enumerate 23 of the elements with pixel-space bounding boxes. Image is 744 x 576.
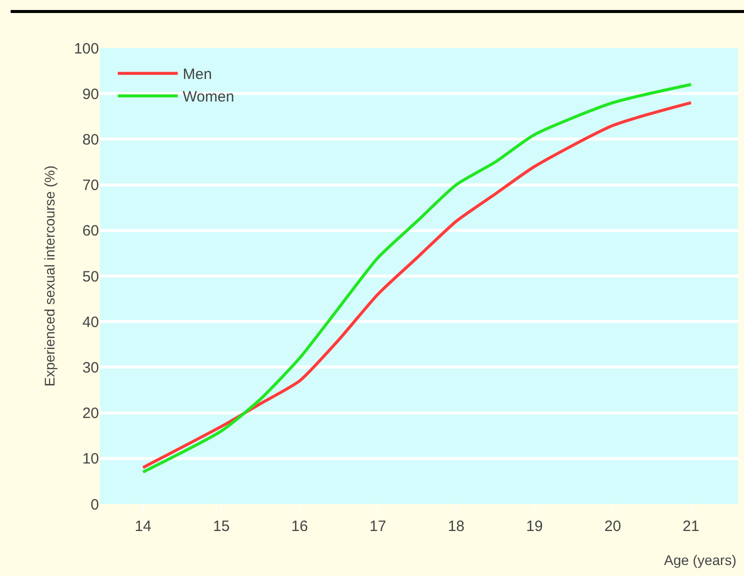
x-tick-label: 21	[682, 518, 700, 535]
legend-label: Men	[182, 66, 212, 84]
y-tick-label: 60	[82, 222, 99, 240]
x-tick-label: 19	[526, 518, 543, 535]
x-tick-label: 15	[212, 518, 230, 535]
y-tick-label: 30	[82, 359, 99, 376]
y-tick-label: 100	[74, 40, 99, 58]
y-tick-label: 70	[82, 177, 99, 194]
y-axis-title: Experienced sexual intercourse (%)	[42, 166, 58, 386]
x-tick-label: 16	[291, 518, 308, 535]
y-tick-label: 90	[82, 86, 99, 103]
y-tick-label: 40	[82, 314, 99, 331]
y-tick-label: 20	[82, 405, 99, 422]
x-tick-label: 20	[604, 518, 622, 535]
y-tick-label: 50	[82, 268, 99, 286]
y-tick-label: 80	[82, 131, 99, 148]
x-tick-label: 17	[370, 518, 386, 535]
x-tick-label: 18	[448, 518, 465, 535]
legend-label: Women	[182, 88, 234, 106]
y-tick-label: 0	[90, 496, 99, 514]
y-tick-label: 10	[82, 450, 99, 468]
x-axis-title: Age (years)	[664, 552, 736, 568]
x-tick-label: 14	[134, 518, 152, 535]
